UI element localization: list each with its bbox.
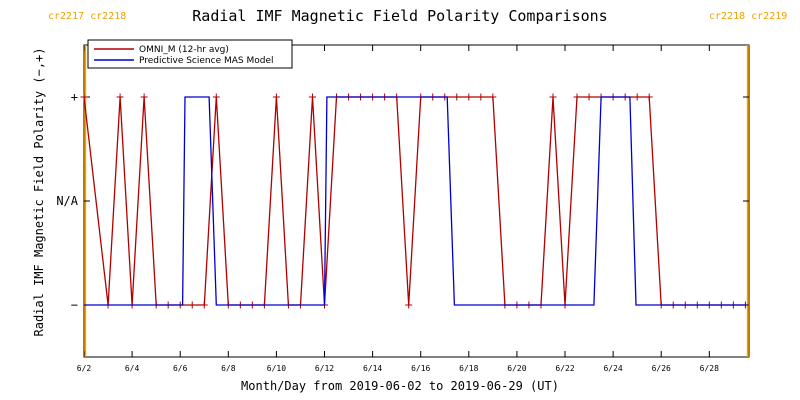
legend: OMNI_M (12-hr avg)Predictive Science MAS… xyxy=(87,39,293,69)
x-tick-label-9: 6/20 xyxy=(507,364,526,373)
series-0-point-8 xyxy=(188,301,196,309)
x-axis-ticks: 6/2 6/4 6/6 6/8 6/10 6/12 6/14 6/16 6/18 6/20 6/22… xyxy=(77,45,719,373)
series-0-point-32 xyxy=(477,93,485,101)
series-0-point-45 xyxy=(633,93,641,101)
x-tick-label-4: 6/10 xyxy=(267,364,286,373)
series-line-1 xyxy=(84,96,748,306)
series-0-point-18 xyxy=(308,93,316,101)
series-0-point-40 xyxy=(573,93,581,101)
legend-label-1: Predictive Science MAS Model xyxy=(139,56,274,66)
series-0-point-26 xyxy=(405,301,413,309)
x-axis-label: Month/Day from 2019-06-02 to 2019-06-29 … xyxy=(241,379,559,393)
x-tick-label-12: 6/26 xyxy=(652,364,671,373)
x-tick-label-1: 6/4 xyxy=(125,364,140,373)
legend-box xyxy=(87,39,293,69)
x-tick-label-8: 6/18 xyxy=(459,364,478,373)
carrington-rotation-lines xyxy=(84,45,749,357)
carrington-label-left: cr2217 cr2218 xyxy=(48,11,127,22)
x-tick-label-7: 6/16 xyxy=(411,364,430,373)
series-0-point-15 xyxy=(272,93,280,101)
data-series xyxy=(80,93,749,309)
x-tick-label-2: 6/6 xyxy=(173,364,188,373)
series-0-point-38 xyxy=(549,93,557,101)
x-tick-label-13: 6/28 xyxy=(700,364,719,373)
x-tick-label-0: 6/2 xyxy=(77,364,92,373)
x-tick-label-6: 6/14 xyxy=(363,364,382,373)
y-tick-label-2: − xyxy=(71,298,78,312)
series-0-point-0 xyxy=(80,93,88,101)
series-0-point-9 xyxy=(200,301,208,309)
series-0-point-10 xyxy=(212,93,220,101)
series-0-point-41 xyxy=(585,93,593,101)
series-0-point-31 xyxy=(465,93,473,101)
y-tick-label-0: + xyxy=(71,90,78,104)
series-0-point-2 xyxy=(116,93,124,101)
x-tick-label-5: 6/12 xyxy=(315,364,334,373)
x-tick-label-10: 6/22 xyxy=(555,364,574,373)
legend-label-0: OMNI_M (12-hr avg) xyxy=(139,45,229,55)
series-0-point-33 xyxy=(489,93,497,101)
x-tick-label-3: 6/8 xyxy=(221,364,236,373)
series-0-point-46 xyxy=(645,93,653,101)
y-tick-label-1: N/A xyxy=(56,194,78,208)
carrington-label-right: cr2218 cr2219 xyxy=(709,11,788,22)
chart-title: Radial IMF Magnetic Field Polarity Compa… xyxy=(192,7,608,25)
series-0-point-4 xyxy=(140,93,148,101)
x-tick-label-11: 6/24 xyxy=(603,364,622,373)
series-0-point-30 xyxy=(453,93,461,101)
